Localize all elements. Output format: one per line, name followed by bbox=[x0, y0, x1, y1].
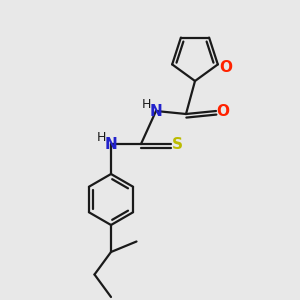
Text: H: H bbox=[142, 98, 151, 111]
Text: O: O bbox=[216, 103, 229, 118]
Text: H: H bbox=[97, 131, 106, 144]
Text: N: N bbox=[150, 103, 162, 118]
Text: S: S bbox=[172, 136, 183, 152]
Text: O: O bbox=[219, 60, 232, 75]
Text: N: N bbox=[105, 136, 117, 152]
